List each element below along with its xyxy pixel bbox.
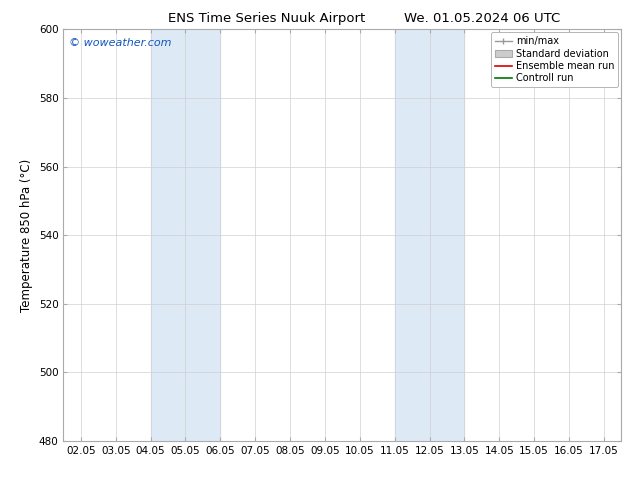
Bar [394, 29, 464, 441]
Bar [150, 29, 221, 441]
Text: © woweather.com: © woweather.com [69, 38, 171, 48]
Y-axis label: Temperature 850 hPa (°C): Temperature 850 hPa (°C) [20, 159, 33, 312]
Text: ENS Time Series Nuuk Airport: ENS Time Series Nuuk Airport [167, 12, 365, 25]
Legend: min/max, Standard deviation, Ensemble mean run, Controll run: min/max, Standard deviation, Ensemble me… [491, 32, 618, 87]
Text: We. 01.05.2024 06 UTC: We. 01.05.2024 06 UTC [404, 12, 560, 25]
